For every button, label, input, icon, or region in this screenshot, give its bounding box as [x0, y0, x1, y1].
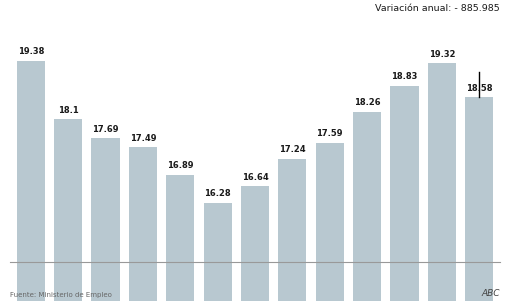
Bar — [464, 97, 492, 301]
Bar — [54, 119, 82, 301]
Bar — [278, 159, 306, 301]
Text: 16.89: 16.89 — [166, 161, 193, 170]
Text: 17.69: 17.69 — [92, 125, 119, 134]
Text: 17.24: 17.24 — [278, 145, 305, 154]
Text: 18.58: 18.58 — [465, 84, 492, 93]
Bar — [203, 203, 231, 301]
Bar — [91, 138, 119, 301]
Bar — [17, 61, 45, 301]
Bar — [390, 86, 418, 301]
Bar — [241, 187, 268, 301]
Text: Fuente: Ministerio de Empleo: Fuente: Ministerio de Empleo — [10, 292, 112, 298]
Text: 18.83: 18.83 — [390, 72, 417, 81]
Bar — [166, 175, 194, 301]
Text: 19.38: 19.38 — [17, 47, 44, 56]
Bar — [427, 63, 455, 301]
Text: 16.64: 16.64 — [241, 173, 268, 182]
Text: 18.26: 18.26 — [353, 98, 380, 107]
Text: ABC: ABC — [480, 289, 499, 298]
Text: 19.32: 19.32 — [428, 50, 454, 59]
Text: 18.1: 18.1 — [58, 106, 78, 115]
Bar — [315, 143, 343, 301]
Text: 17.59: 17.59 — [316, 129, 343, 138]
Text: Variación anual: - 885.985: Variación anual: - 885.985 — [374, 4, 499, 13]
Bar — [352, 112, 380, 301]
Text: 16.28: 16.28 — [204, 189, 231, 198]
Bar — [129, 147, 157, 301]
Text: 17.49: 17.49 — [129, 134, 156, 143]
